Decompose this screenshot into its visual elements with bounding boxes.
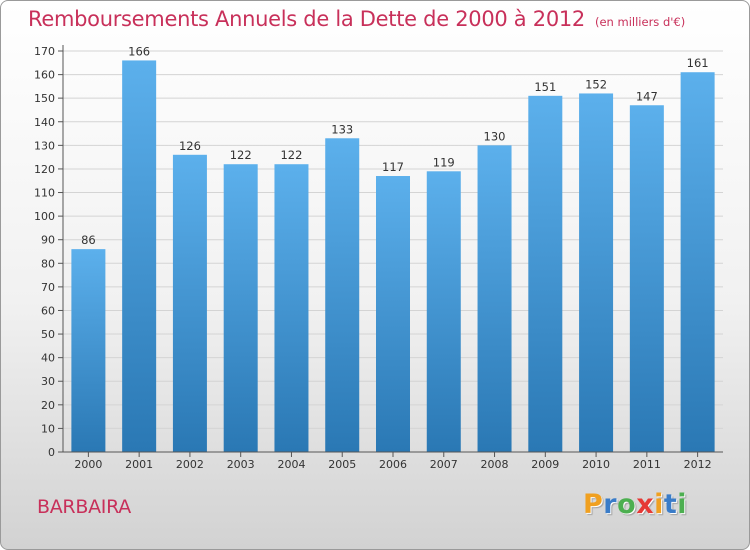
data-label: 86 bbox=[81, 233, 96, 247]
x-tick-label: 2004 bbox=[277, 458, 305, 471]
chart-title-text: Remboursements Annuels de la Dette de 20… bbox=[28, 7, 585, 31]
y-tick-label: 60 bbox=[41, 304, 55, 317]
y-tick-label: 20 bbox=[41, 399, 55, 412]
y-tick-label: 80 bbox=[41, 257, 55, 270]
data-label: 147 bbox=[636, 89, 658, 103]
logo-letter: x bbox=[636, 489, 655, 520]
y-tick-label: 170 bbox=[34, 45, 55, 58]
axes bbox=[58, 45, 723, 457]
x-tick-label: 2002 bbox=[176, 458, 204, 471]
logo-letter: i bbox=[677, 489, 688, 520]
x-tick-label: 2000 bbox=[74, 458, 102, 471]
y-tick-label: 160 bbox=[34, 69, 55, 82]
data-label: 151 bbox=[534, 80, 556, 94]
logo-letter: t bbox=[663, 489, 678, 520]
x-axis-tick-labels: 2000 2001 2002 2003 2004 2005 2006 2007 2008 2009… bbox=[74, 458, 711, 471]
y-tick-label: 90 bbox=[41, 234, 55, 247]
data-labels: 86 166 126 122 122 133 117 119 130 151 152 147 161 bbox=[81, 44, 709, 247]
bar-2002 bbox=[172, 154, 207, 452]
data-label: 152 bbox=[585, 77, 607, 91]
unit-note: (en milliers d'€) bbox=[595, 15, 686, 29]
y-tick-label: 140 bbox=[34, 116, 55, 129]
bar-2009 bbox=[528, 95, 563, 452]
bar-2011 bbox=[629, 105, 664, 453]
x-tick-label: 2011 bbox=[633, 458, 661, 471]
y-tick-label: 50 bbox=[41, 328, 55, 341]
logo-letter: i bbox=[654, 489, 664, 520]
logo-letter: r bbox=[603, 489, 618, 520]
y-tick-label: 100 bbox=[34, 210, 55, 223]
y-tick-label: 70 bbox=[41, 281, 55, 294]
data-label: 130 bbox=[484, 129, 506, 143]
y-tick-label: 10 bbox=[41, 422, 55, 435]
y-tick-label: 150 bbox=[34, 92, 55, 105]
bar-2005 bbox=[325, 138, 360, 452]
data-label: 117 bbox=[382, 160, 404, 174]
logo-letter: P bbox=[583, 489, 604, 520]
chart-title: Remboursements Annuels de la Dette de 20… bbox=[28, 7, 685, 31]
proxiti-logo: Proxiti bbox=[583, 489, 687, 520]
x-tick-label: 2010 bbox=[582, 458, 610, 471]
x-tick-label: 2008 bbox=[481, 458, 509, 471]
bar-2007 bbox=[426, 171, 461, 453]
bar-2008 bbox=[477, 145, 512, 452]
bar-2010 bbox=[579, 93, 614, 452]
y-tick-label: 110 bbox=[34, 187, 55, 200]
bar-2001 bbox=[122, 60, 157, 452]
x-tick-label: 2007 bbox=[430, 458, 458, 471]
x-tick-label: 2012 bbox=[684, 458, 712, 471]
y-tick-label: 40 bbox=[41, 352, 55, 365]
bar-2012 bbox=[680, 72, 715, 453]
data-label: 119 bbox=[433, 155, 455, 169]
y-tick-label: 130 bbox=[34, 139, 55, 152]
x-tick-label: 2009 bbox=[531, 458, 559, 471]
data-label: 126 bbox=[179, 139, 201, 153]
x-tick-label: 2006 bbox=[379, 458, 407, 471]
bar-2000 bbox=[71, 249, 106, 452]
x-tick-label: 2003 bbox=[227, 458, 255, 471]
bars bbox=[71, 60, 715, 453]
bar-2003 bbox=[223, 164, 258, 453]
commune-name: BARBAIRA bbox=[37, 496, 131, 518]
data-label: 133 bbox=[331, 122, 353, 136]
logo-letter: o bbox=[617, 489, 637, 520]
data-label: 122 bbox=[230, 148, 252, 162]
bar-2006 bbox=[376, 176, 410, 453]
y-tick-label: 120 bbox=[34, 163, 55, 176]
x-tick-label: 2001 bbox=[125, 458, 153, 471]
data-label: 166 bbox=[128, 44, 150, 58]
y-tick-label: 30 bbox=[41, 375, 55, 388]
data-label: 161 bbox=[687, 56, 709, 70]
y-axis-tick-labels: 0 10 20 30 40 50 60 70 80 90 100 110 120 130 140 150 160… bbox=[34, 45, 55, 459]
x-tick-label: 2005 bbox=[328, 458, 356, 471]
data-label: 122 bbox=[280, 148, 302, 162]
bar-2004 bbox=[274, 164, 309, 453]
y-tick-label: 0 bbox=[48, 446, 55, 459]
